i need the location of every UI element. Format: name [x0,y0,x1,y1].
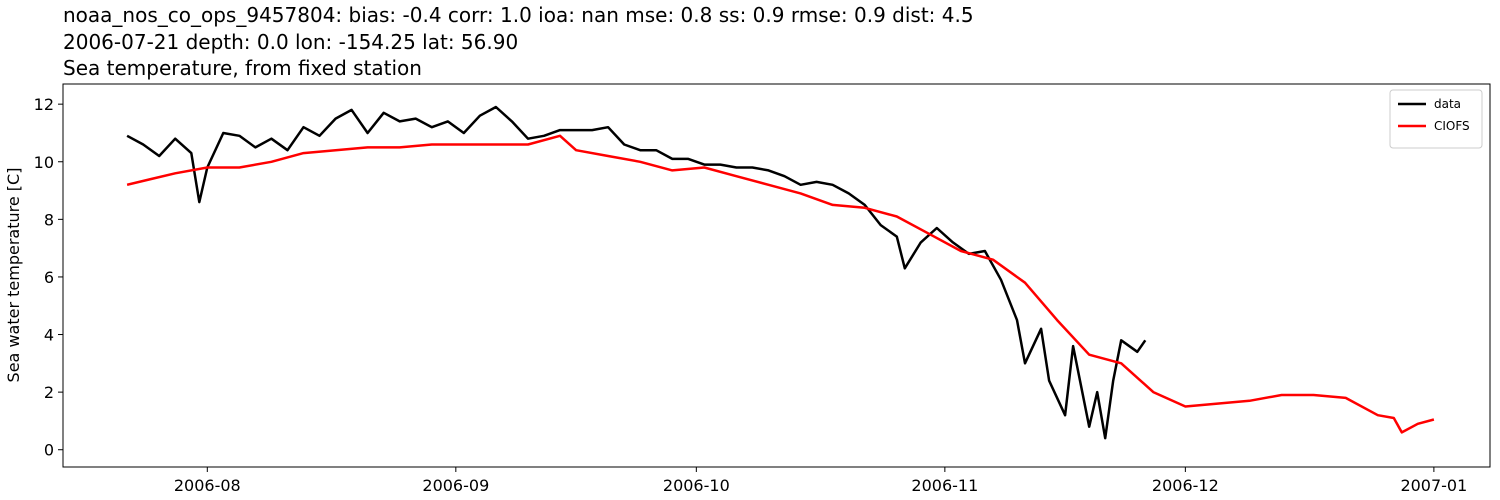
data-line [126,134,1435,434]
x-tick-label: 2006-09 [422,476,489,495]
y-tick-label: 8 [44,210,54,229]
plot-frame [62,83,1491,468]
y-tick-label: 2 [44,383,54,402]
x-tick-label: 2007-01 [1400,476,1467,495]
data-line [126,105,1147,440]
x-tick-label: 2006-10 [663,476,730,495]
legend-label: data [1434,97,1461,111]
x-tick-label: 2006-12 [1152,476,1219,495]
x-tick-label: 2006-11 [911,476,978,495]
y-tick-label: 6 [44,268,54,287]
y-tick-label: 10 [34,153,54,172]
x-tick-label: 2006-08 [174,476,241,495]
y-tick-label: 0 [44,441,54,460]
chart-title: noaa_nos_co_ops_9457804: bias: -0.4 corr… [63,3,974,27]
y-tick-label: 4 [44,326,54,345]
chart-subtitle: Sea temperature, from fixed station [63,56,422,80]
y-axis-label: Sea water temperature [C] [4,168,23,383]
chart-subtitle: 2006-07-21 depth: 0.0 lon: -154.25 lat: … [63,30,518,54]
legend-label: CIOFS [1434,119,1470,133]
y-tick-label: 12 [34,95,54,114]
